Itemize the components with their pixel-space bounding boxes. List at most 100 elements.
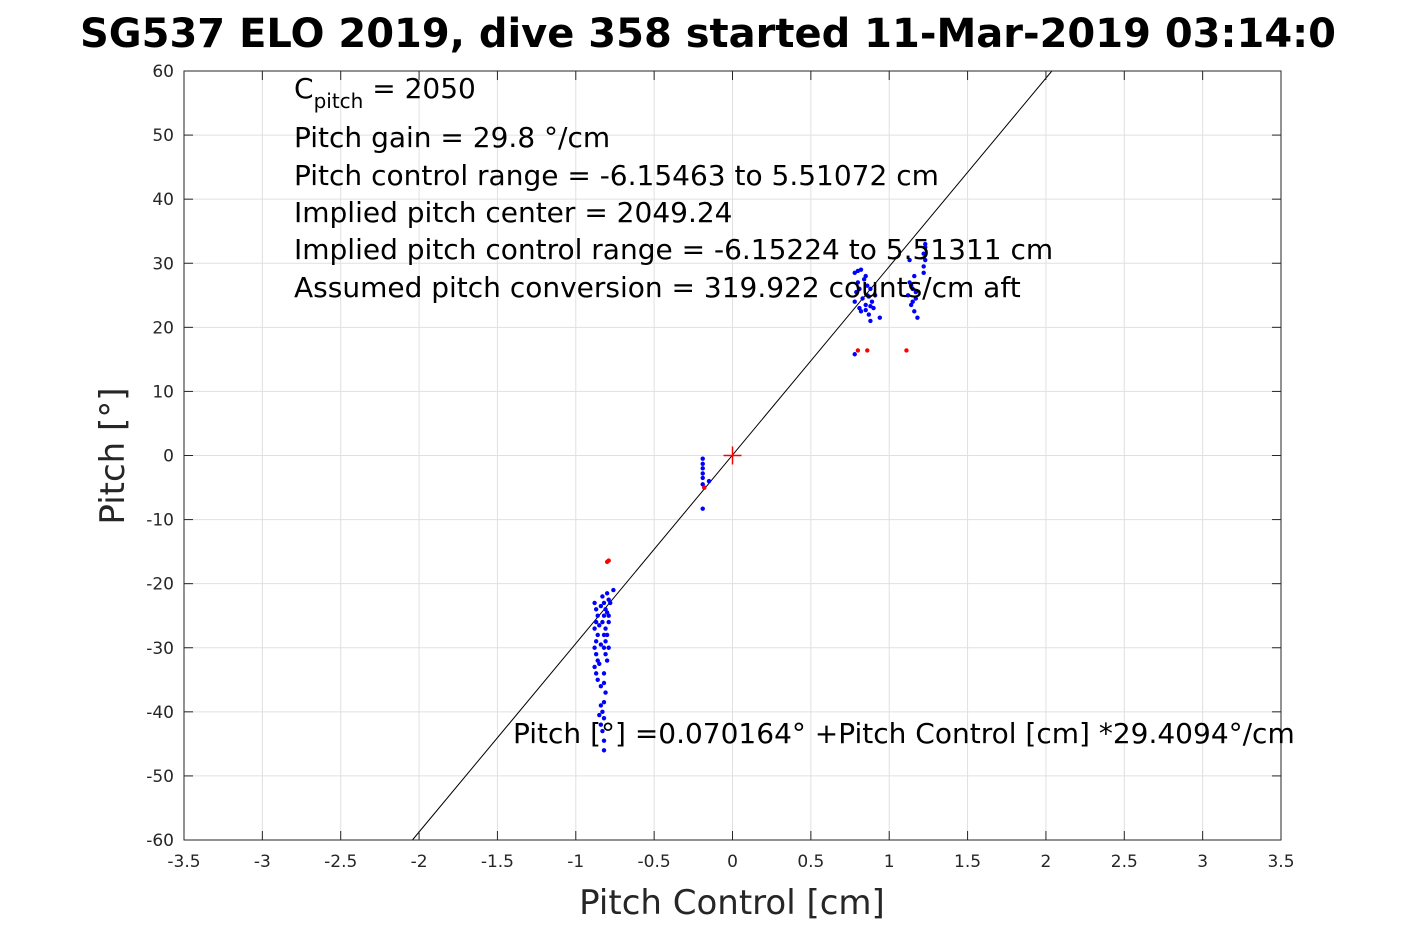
data-point: [608, 600, 613, 606]
data-point: [700, 475, 705, 481]
x-tick-label: 2.5: [1111, 852, 1138, 872]
data-point: [606, 613, 611, 618]
data-point: [852, 299, 857, 304]
data-point: [700, 466, 705, 471]
data-point: [923, 257, 928, 263]
data-point: [915, 315, 920, 320]
data-point: [598, 722, 604, 727]
data-point: [592, 664, 597, 670]
y-tick-label: -20: [146, 575, 174, 595]
y-tick-label: -40: [146, 703, 174, 723]
data-point: [593, 607, 599, 612]
x-tick-label: 3: [1197, 852, 1208, 872]
data-point: [598, 703, 604, 708]
data-point: [863, 302, 868, 308]
data-point: [700, 506, 705, 511]
data-point: [606, 619, 611, 625]
data-point: [603, 626, 608, 631]
data-point: [854, 289, 859, 295]
data-point: [598, 603, 604, 609]
y-tick-label: 10: [152, 382, 174, 402]
data-point: [600, 728, 605, 734]
c-pitch-value: = 2050: [363, 72, 476, 105]
y-tick-label: 20: [152, 318, 174, 338]
data-point: [601, 632, 607, 638]
data-point: [905, 293, 911, 298]
y-axis-label: Pitch [°]: [93, 387, 133, 524]
y-tick-label: -60: [146, 831, 174, 851]
data-point: [593, 671, 599, 676]
data-point: [597, 661, 602, 666]
data-point: [921, 270, 926, 276]
data-point: [868, 303, 873, 309]
data-point: [603, 639, 608, 644]
data-point: [603, 651, 608, 657]
data-point: [866, 294, 872, 299]
data-point: [706, 478, 712, 484]
x-tick-label: -0.5: [638, 852, 671, 872]
x-tick-label: -1: [567, 852, 584, 872]
y-tick-label: 0: [163, 447, 174, 467]
data-point: [606, 645, 611, 650]
data-point: [592, 600, 597, 606]
data-point: [855, 280, 861, 285]
data-point: [860, 296, 865, 301]
data-point: [597, 712, 602, 718]
data-point: [604, 658, 610, 663]
data-point: [858, 309, 864, 314]
y-tick-label: 60: [152, 62, 174, 82]
flagged-data-point: [865, 348, 870, 353]
assumed-conversion-annotation: Assumed pitch conversion = 319.922 count…: [294, 271, 1021, 304]
x-tick-label: -3.5: [167, 852, 200, 872]
x-tick-label: 1.5: [954, 852, 981, 872]
implied-center-annotation: Implied pitch center = 2049.24: [294, 196, 732, 229]
data-point: [592, 645, 597, 650]
data-point: [913, 289, 919, 295]
data-point: [857, 286, 862, 292]
y-tick-label: -50: [146, 767, 174, 787]
x-axis-label: Pitch Control [cm]: [579, 883, 885, 923]
x-tick-label: 1: [884, 852, 895, 872]
data-point: [601, 680, 607, 686]
flagged-data-point: [904, 348, 909, 353]
data-point: [852, 352, 857, 357]
data-point: [593, 651, 599, 657]
data-point: [869, 299, 875, 304]
data-point: [912, 273, 917, 279]
data-point: [600, 709, 605, 715]
fit-equation-annotation: Pitch [°] =0.070164° +Pitch Control [cm]…: [513, 717, 1295, 750]
data-point: [913, 296, 919, 301]
data-point: [872, 293, 878, 298]
data-point: [601, 716, 607, 721]
data-point: [601, 600, 607, 606]
data-points: [592, 241, 928, 753]
data-point: [700, 456, 705, 461]
data-point: [603, 690, 608, 695]
data-point: [858, 267, 864, 272]
x-tick-label: -2: [411, 852, 428, 872]
x-tick-label: 2: [1041, 852, 1052, 872]
data-point: [595, 632, 600, 638]
data-point: [868, 318, 873, 324]
x-tick-label: -1.5: [481, 852, 514, 872]
data-point: [597, 623, 602, 628]
flagged-data-point: [604, 559, 610, 565]
c-pitch-annotation: Cpitch = 2050: [294, 72, 476, 113]
data-point: [595, 613, 600, 618]
pitch-gain-annotation: Pitch gain = 29.8 °/cm: [294, 121, 610, 154]
y-tick-label: -10: [146, 511, 174, 531]
data-point: [912, 309, 917, 314]
data-point: [863, 307, 868, 313]
data-point: [600, 594, 605, 599]
data-point: [598, 642, 604, 647]
chart-title: SG537 ELO 2019, dive 358 started 11-Mar-…: [80, 11, 1336, 57]
data-point: [601, 748, 607, 753]
data-point: [700, 471, 705, 476]
data-point: [700, 461, 705, 467]
data-point: [601, 645, 607, 650]
data-point: [601, 738, 607, 743]
data-point: [598, 684, 604, 689]
axis-ticks: -3.5 -3 -2.5 -2 -1.5 -1 -0.5 0 0.5 1 1.5 2 2.5 3 3.5 -6…: [146, 62, 1294, 872]
data-point: [923, 245, 928, 250]
data-point: [592, 626, 597, 631]
